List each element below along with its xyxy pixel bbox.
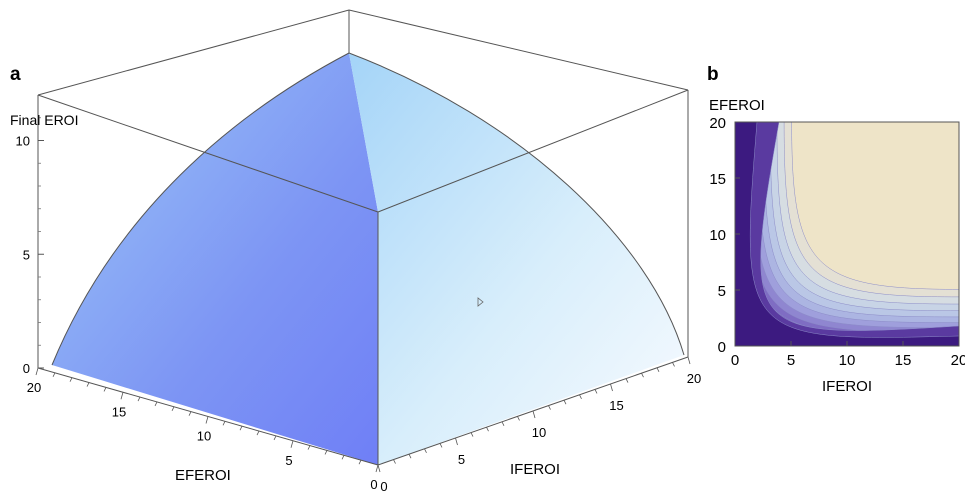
- z-tick-label-0: 0: [23, 361, 30, 376]
- y-minor-tick: [579, 394, 582, 399]
- contour-x-axis: 0 5 10 15 20: [731, 341, 965, 369]
- contour-y-tick-label-4: 20: [709, 115, 726, 132]
- contour-x-tick-label-3: 15: [895, 352, 912, 369]
- z-tick-label-1: 5: [23, 247, 30, 262]
- y-tick: [687, 356, 691, 365]
- y-minor-tick: [486, 427, 489, 432]
- y-minor-tick: [424, 448, 427, 453]
- y-axis-title: IFEROI: [510, 461, 560, 478]
- y-minor-tick: [548, 405, 551, 410]
- x-minor-tick: [239, 426, 243, 431]
- y-minor-tick: [594, 389, 598, 394]
- cursor-icon: [477, 297, 484, 307]
- y-minor-tick: [393, 459, 396, 464]
- x-minor-tick: [69, 377, 73, 382]
- y-minor-tick: [641, 373, 644, 378]
- contour-y-tick-label-2: 10: [709, 227, 726, 244]
- x-minor-tick: [341, 455, 345, 460]
- surface-ridge-left: [51, 52, 350, 366]
- y-minor-tick: [656, 367, 660, 372]
- contour-x-tick-label-1: 5: [787, 352, 795, 369]
- y-tick-label-4: 20: [687, 371, 701, 386]
- x-tick-label-1: 5: [285, 453, 292, 468]
- contour-y-tick-label-0: 0: [718, 339, 726, 356]
- x-minor-tick: [324, 450, 328, 455]
- x-minor-tick: [154, 401, 158, 407]
- x-tick: [375, 464, 379, 473]
- y-minor-tick: [672, 362, 675, 367]
- surface-ridge-right: [348, 52, 685, 356]
- contour-y-tick-label-1: 5: [718, 283, 726, 300]
- x-tick-label-2: 10: [197, 429, 211, 444]
- contour-x-tick-label-2: 10: [839, 352, 856, 369]
- panel-b: b EFEROI 0 5 10 15 20 0 5 10 15 20 IFEROI: [707, 64, 965, 395]
- panel-a: a 0 5 10 0 5 10 15 20 0 5 10 15 20 Final EROI EFER…: [10, 9, 701, 494]
- x-minor-tick: [86, 382, 90, 387]
- contour-y-axis: 0 5 10 15 20: [709, 115, 740, 356]
- y-tick-label-0: 0: [380, 479, 387, 494]
- surface-left-face: [52, 53, 378, 465]
- x-minor-tick: [188, 411, 192, 416]
- contour-x-tick-label-4: 20: [951, 352, 965, 369]
- contour-plot: [735, 122, 959, 346]
- y-tick: [377, 464, 381, 473]
- x-tick-label-4: 20: [27, 380, 41, 395]
- y-tick-label-3: 15: [609, 398, 623, 413]
- x-minor-tick: [256, 430, 260, 436]
- y-tick-label-2: 10: [532, 425, 546, 440]
- x-axis-title: EFEROI: [175, 467, 231, 484]
- x-tick-label-3: 15: [112, 404, 126, 419]
- x-tick: [290, 440, 294, 448]
- x-minor-tick: [171, 406, 175, 411]
- z-tick-label-2: 10: [16, 134, 30, 149]
- y-minor-tick: [501, 421, 505, 426]
- contour-y-axis-title: EFEROI: [709, 97, 765, 114]
- z-axis: 0 5 10: [16, 117, 44, 376]
- y-minor-tick: [439, 443, 443, 448]
- y-axis-iferoi: 0 5 10 15 20: [377, 356, 701, 494]
- x-minor-tick: [222, 421, 226, 426]
- y-tick-label-1: 5: [458, 452, 465, 467]
- panel-b-label: b: [707, 64, 719, 85]
- panel-a-label: a: [10, 64, 21, 85]
- y-minor-tick: [625, 378, 629, 383]
- z-axis-title: Final EROI: [10, 112, 78, 128]
- x-tick: [120, 392, 124, 400]
- y-tick: [532, 410, 536, 419]
- y-minor-tick: [517, 416, 520, 421]
- x-minor-tick: [273, 435, 277, 441]
- y-minor-tick: [563, 400, 567, 405]
- contour-x-tick-label-0: 0: [731, 352, 739, 369]
- x-minor-tick: [307, 445, 311, 450]
- y-tick: [455, 437, 458, 446]
- x-minor-tick: [358, 459, 362, 465]
- contour-y-tick-label-3: 15: [709, 171, 726, 188]
- x-axis-eferoi: 0 5 10 15 20: [27, 367, 379, 492]
- x-minor-tick: [103, 387, 107, 392]
- x-minor-tick: [52, 372, 56, 378]
- y-minor-tick: [408, 454, 412, 459]
- contour-x-axis-title: IFEROI: [822, 378, 872, 395]
- x-tick: [205, 416, 209, 424]
- y-tick: [610, 383, 613, 392]
- x-tick: [35, 367, 39, 376]
- surface-right-face: [349, 53, 684, 465]
- y-minor-tick: [470, 432, 474, 437]
- x-tick-label-0: 0: [370, 477, 377, 492]
- x-minor-tick: [137, 396, 141, 402]
